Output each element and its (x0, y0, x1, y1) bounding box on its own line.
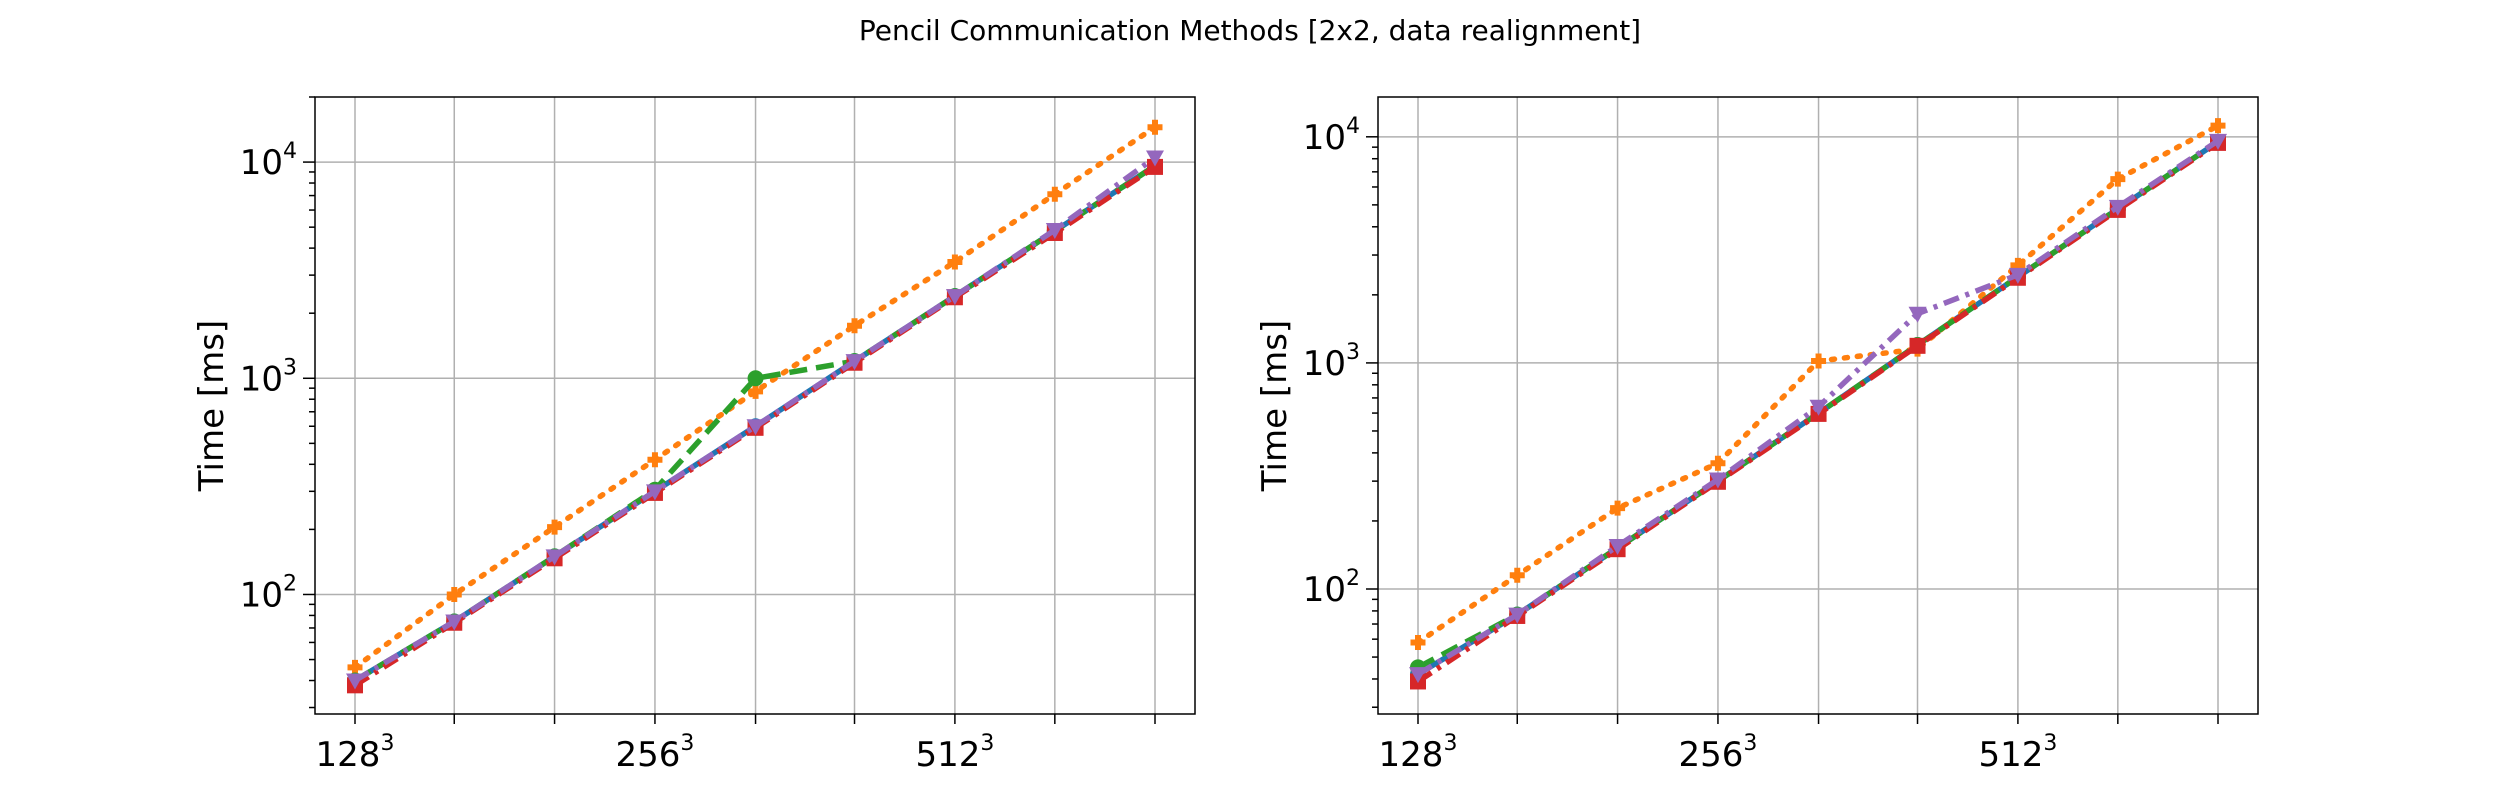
data-point (1710, 455, 1726, 471)
y-tick-label: 103 (1303, 340, 1360, 384)
plot-frame (1377, 96, 2259, 715)
data-point (2010, 257, 2026, 273)
data-point (2210, 118, 2226, 134)
series-1 (347, 119, 1163, 675)
x-tick-label: 1283 (1379, 731, 1458, 775)
data-point (1509, 567, 1525, 583)
series-4 (346, 150, 1164, 690)
y-axis-label: Time [ms] (192, 320, 232, 492)
y-tick-label: 102 (1303, 566, 1360, 610)
data-point (1809, 399, 1828, 416)
data-point (747, 370, 764, 387)
data-point (647, 452, 663, 468)
data-point (446, 586, 462, 602)
x-tick-label: 2563 (1678, 731, 1757, 775)
data-point (1909, 337, 1926, 354)
x-tick-label: 5123 (915, 731, 994, 775)
series-line (353, 155, 1157, 683)
data-point (1410, 634, 1426, 650)
data-point (2008, 267, 2027, 284)
data-point (1409, 667, 1427, 684)
y-tick-label: 104 (240, 139, 297, 183)
data-point (346, 673, 364, 690)
left-panel: 102 103 104 1283 2563 5123 Time [ms] (192, 96, 1196, 775)
data-point (746, 419, 765, 436)
data-point (945, 289, 964, 306)
data-point (1045, 223, 1064, 240)
data-point (1146, 150, 1164, 167)
data-point (547, 519, 563, 535)
series-1 (1410, 118, 2226, 650)
series-4 (1409, 133, 2227, 684)
data-point (347, 659, 363, 675)
data-point (1811, 353, 1827, 369)
right-panel: 102 103 104 1283 2563 5123 Time [ms] (1255, 96, 2259, 775)
data-point (1147, 158, 1163, 175)
data-point (847, 318, 863, 334)
data-point (2110, 171, 2126, 187)
data-point (1147, 119, 1163, 135)
data-point (748, 383, 764, 399)
x-tick-label: 2563 (615, 731, 694, 775)
x-tick-label: 1283 (316, 731, 395, 775)
y-tick-label: 104 (1303, 114, 1360, 158)
y-axis-label: Time [ms] (1255, 320, 1295, 492)
data-point (1608, 538, 1627, 555)
y-tick-label: 103 (240, 355, 297, 399)
data-point (1047, 186, 1063, 202)
data-point (1708, 472, 1727, 489)
plot-frame (314, 96, 1196, 715)
data-point (645, 484, 664, 501)
data-point (947, 254, 963, 270)
figure-title: Pencil Communication Methods [2x2, data … (859, 14, 1641, 47)
x-tick-label: 5123 (1978, 731, 2057, 775)
y-tick-label: 102 (240, 571, 297, 615)
data-point (2209, 133, 2227, 150)
data-point (445, 614, 464, 631)
data-point (1908, 306, 1927, 323)
data-point (1610, 500, 1626, 516)
data-point (2108, 199, 2127, 216)
data-point (845, 354, 864, 371)
data-point (1508, 607, 1527, 624)
data-point (545, 549, 564, 566)
